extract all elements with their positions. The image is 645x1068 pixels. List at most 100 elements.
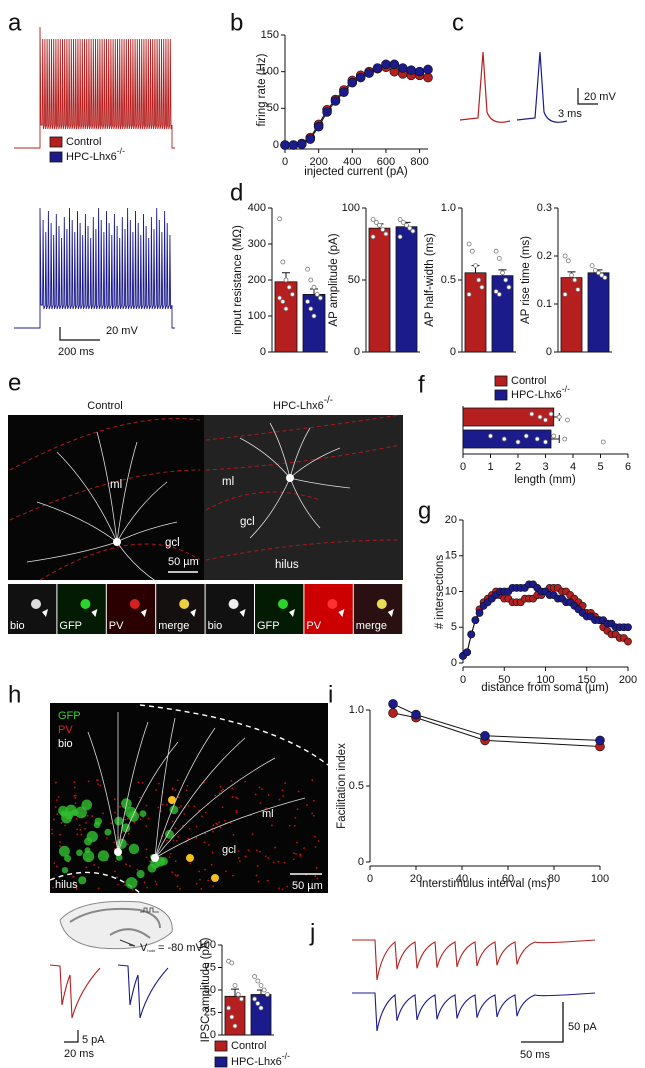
group-name-main: HPC-Lhx6 [273, 400, 324, 412]
x-tick-label: 800 [410, 156, 428, 168]
bar [587, 272, 610, 353]
pv-puncta [174, 860, 177, 863]
pv-puncta [171, 820, 174, 823]
pv-puncta [187, 804, 190, 807]
region-label: ml [222, 476, 234, 488]
pv-puncta [72, 876, 75, 878]
pv-puncta [210, 863, 213, 866]
pv-puncta [239, 860, 241, 862]
current-trace [352, 939, 596, 981]
data-dot [283, 277, 289, 283]
group-name-sup: -/- [562, 384, 570, 394]
data-point [388, 708, 398, 718]
y-tick-label: 150 [261, 29, 279, 41]
y-tick-label: 5 [451, 621, 457, 633]
pv-puncta [266, 879, 269, 882]
current-trace [352, 992, 596, 1032]
data-dot [407, 225, 413, 231]
pv-puncta [155, 883, 158, 885]
data-dot [537, 414, 543, 420]
pv-puncta [172, 839, 175, 842]
pv-puncta [139, 796, 141, 799]
data-dot [261, 987, 267, 993]
group-name-main: Control [231, 1040, 266, 1052]
data-dot [311, 313, 317, 319]
pv-puncta [54, 781, 57, 784]
pv-puncta [72, 880, 75, 883]
pv-puncta [93, 864, 95, 866]
data-dot [264, 992, 270, 997]
y-tick-label: 20 [445, 514, 457, 526]
x-tick-label: 200 [619, 674, 637, 686]
x-axis-label: distance from soma (µm) [481, 682, 609, 694]
y-tick-label: 0.5 [349, 780, 364, 792]
gfp-cell [139, 810, 147, 818]
dendrite [154, 717, 176, 859]
data-point [397, 63, 408, 73]
arrowhead [289, 609, 295, 617]
data-point [414, 66, 425, 77]
data-point [423, 72, 433, 83]
y-axis-label: Facilitation index [336, 743, 348, 829]
data-dot [229, 1014, 235, 1020]
x-tick-label: 0 [282, 156, 288, 168]
data-dot [562, 436, 568, 442]
pv-puncta [74, 802, 77, 805]
inset-label: bio [10, 620, 25, 632]
group-name: Control [87, 400, 122, 412]
data-point [388, 699, 398, 709]
holding-potential-sub: hold [147, 948, 155, 953]
pv-puncta [79, 824, 81, 827]
pv-puncta [306, 804, 308, 807]
layer-boundary [139, 704, 329, 766]
data-point [406, 65, 416, 75]
pv-puncta [145, 856, 148, 859]
data-dot [370, 217, 376, 222]
pv-puncta [51, 832, 53, 835]
pv-puncta [79, 828, 82, 831]
panel-label: j [309, 919, 315, 946]
pv-puncta [311, 812, 313, 815]
pv-puncta [114, 860, 117, 863]
x-axis-label: interstimulus interval (ms) [420, 878, 551, 890]
group-name: HPC-Lhx6-/- [511, 384, 570, 401]
pv-puncta [273, 861, 275, 864]
data-dot [569, 272, 574, 278]
data-dot [373, 219, 379, 225]
data-dot [575, 287, 581, 293]
arrowhead [91, 609, 98, 617]
voltage-trace [14, 207, 175, 329]
inset-image [205, 584, 254, 634]
data-dot [506, 284, 512, 290]
data-point [347, 77, 358, 88]
data-dot [496, 291, 502, 297]
pv-puncta [116, 883, 119, 886]
data-dot [488, 433, 493, 439]
pv-puncta [231, 787, 234, 790]
scale-bar [577, 88, 598, 105]
pv-puncta [165, 839, 168, 842]
data-point [297, 139, 307, 150]
pv-puncta [85, 866, 88, 869]
pv-puncta [299, 853, 302, 856]
inset-image [8, 584, 57, 634]
current-trace [49, 964, 101, 1019]
scale-label: 50 ms [520, 1049, 550, 1061]
panel-label: i [328, 681, 333, 708]
dendrite [26, 541, 118, 563]
y-tick-label: 50 [204, 984, 216, 996]
pv-puncta [183, 813, 186, 815]
x-tick-label: 80 [548, 873, 560, 885]
dendrite [117, 741, 179, 853]
pv-puncta [141, 782, 144, 784]
data-dot [311, 284, 317, 290]
data-dot [543, 417, 548, 423]
data-dot [232, 1023, 238, 1029]
x-tick-label: 1 [487, 461, 493, 473]
data-dot [572, 277, 578, 283]
data-dot [556, 414, 562, 420]
pv-puncta [198, 870, 201, 873]
data-dot [308, 306, 314, 312]
inset-label: GFP [257, 620, 280, 632]
data-dot [252, 974, 258, 979]
